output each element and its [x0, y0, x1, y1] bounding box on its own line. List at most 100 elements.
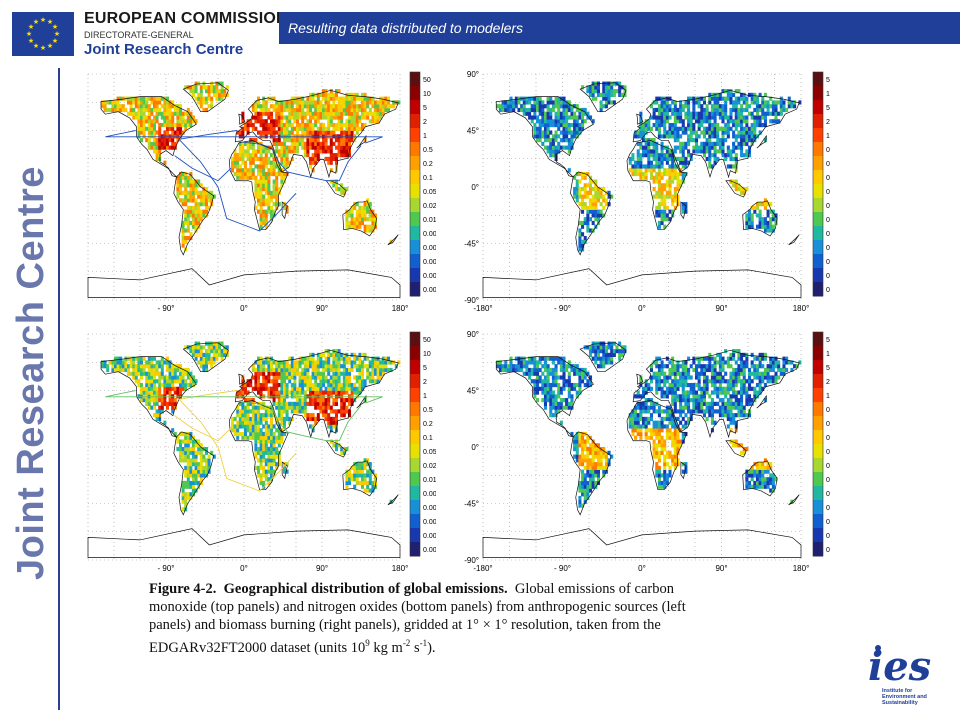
colorbar-swatch [813, 282, 823, 297]
lon-tick-label: 0° [638, 304, 646, 313]
svg-text:★: ★ [54, 30, 60, 38]
coastline [342, 460, 377, 497]
colorbar-label: 0 [826, 175, 830, 182]
coastline [495, 356, 594, 438]
ies-tagline: Institute for Environment and Sustainabi… [882, 688, 927, 706]
colorbar-swatch [813, 142, 823, 157]
colorbar-label: 0 [826, 231, 830, 238]
caption-line-2: monoxide (top panels) and nitrogen oxide… [149, 599, 686, 615]
colorbar-label: 5 [826, 337, 830, 344]
colorbar-swatch [813, 212, 823, 227]
lon-tick-label: 0° [638, 564, 646, 573]
colorbar-label: 2 [826, 379, 830, 386]
coastline [579, 342, 627, 373]
colorbar-frame [409, 331, 421, 557]
svg-text:★: ★ [26, 30, 32, 38]
colorbar-swatch [410, 86, 420, 101]
coastline [234, 349, 399, 439]
colorbar-swatch [410, 198, 420, 213]
lat-tick-label: -45° [464, 500, 479, 509]
colorbar-label: 0.5 [423, 147, 433, 154]
colorbar-swatch [813, 226, 823, 241]
colorbar-swatch [813, 86, 823, 101]
colorbar-label: 5 [423, 105, 427, 112]
colorbar-label: 0.0002 [423, 287, 436, 294]
colorbar-swatch [410, 72, 420, 87]
shipping-lane [174, 415, 232, 442]
coastline [356, 135, 367, 149]
colorbar-label: 0.002 [423, 245, 436, 252]
coastline [482, 268, 802, 298]
colorbar-label: 5 [423, 365, 427, 372]
lat-tick-label: 90° [467, 330, 479, 339]
colorbar-swatch [813, 198, 823, 213]
colorbar-frame [812, 71, 824, 297]
colorbar-label: 0 [826, 217, 830, 224]
lon-tick-label: - 90° [554, 304, 571, 313]
colorbar-swatch [410, 156, 420, 171]
emission-cells [496, 81, 802, 252]
colorbar-label: 1 [826, 393, 830, 400]
colorbar-label: 0 [826, 519, 830, 526]
colorbar-label: 5 [826, 77, 830, 84]
side-divider [58, 68, 60, 710]
colorbar-label: 0 [826, 407, 830, 414]
colorbar-label: 0.01 [423, 217, 436, 224]
colorbar-label: 0 [826, 463, 830, 470]
colorbar-label: 0.005 [423, 491, 436, 498]
colorbar-swatch [410, 388, 420, 403]
coastline [482, 528, 802, 558]
map-svg: - 90° 0° 90° 180° 50 10 5 2 1 0.5 0.2 0.1 0.05 0.02 0.… [87, 331, 445, 573]
shipping-lane [178, 130, 238, 140]
svg-text:★: ★ [47, 42, 53, 50]
colorbar-swatch [410, 114, 420, 129]
svg-text:★: ★ [28, 23, 34, 31]
colorbar-swatch [813, 114, 823, 129]
coastline [725, 180, 747, 198]
lon-tick-label: - 90° [158, 564, 175, 573]
coastline [680, 461, 687, 480]
colorbar-label: 10 [423, 91, 431, 98]
svg-text:★: ★ [33, 42, 39, 50]
colorbar-swatch [813, 486, 823, 501]
shipping-lane [178, 138, 297, 232]
lat-tick-label: 0° [471, 183, 479, 192]
colorbar-label: 2 [423, 119, 427, 126]
colorbar-swatch [813, 360, 823, 375]
coastline [756, 135, 767, 149]
ies-logo: ies [864, 640, 950, 708]
colorbar-swatch [410, 142, 420, 157]
colorbar-label: 0 [826, 505, 830, 512]
colorbar-swatch [813, 374, 823, 389]
coastline [228, 400, 289, 491]
colorbar-swatch [410, 472, 420, 487]
svg-text:★: ★ [52, 23, 58, 31]
coastline [356, 395, 367, 409]
coastline [495, 96, 594, 178]
coastline [636, 113, 644, 125]
colorbar-swatch [813, 458, 823, 473]
svg-text:★: ★ [40, 16, 46, 24]
colorbar-swatch [410, 374, 420, 389]
lat-tick-label: 45° [467, 387, 479, 396]
coastline [87, 528, 401, 558]
colorbar-label: 0.002 [423, 505, 436, 512]
colorbar-swatch [410, 170, 420, 185]
lat-tick-label: -45° [464, 240, 479, 249]
colorbar-label: 0 [826, 477, 830, 484]
colorbar-label: 1 [423, 393, 427, 400]
shipping-lane [105, 390, 383, 404]
colorbar-swatch [813, 500, 823, 515]
lon-tick-label: -180° [473, 564, 492, 573]
coastline [173, 171, 215, 256]
shipping-lane [239, 141, 362, 182]
caption-line-1: Global emissions of carbon [514, 581, 674, 597]
colorbar-label: 0.02 [423, 203, 436, 210]
colorbar-swatch [410, 444, 420, 459]
coastline [626, 140, 688, 231]
colorbar-frame [409, 71, 421, 297]
colorbar-label: 0 [826, 547, 830, 554]
directorate-label: DIRECTORATE-GENERAL [84, 30, 194, 40]
lon-tick-label: 90° [715, 564, 727, 573]
colorbar-label: 0 [826, 161, 830, 168]
